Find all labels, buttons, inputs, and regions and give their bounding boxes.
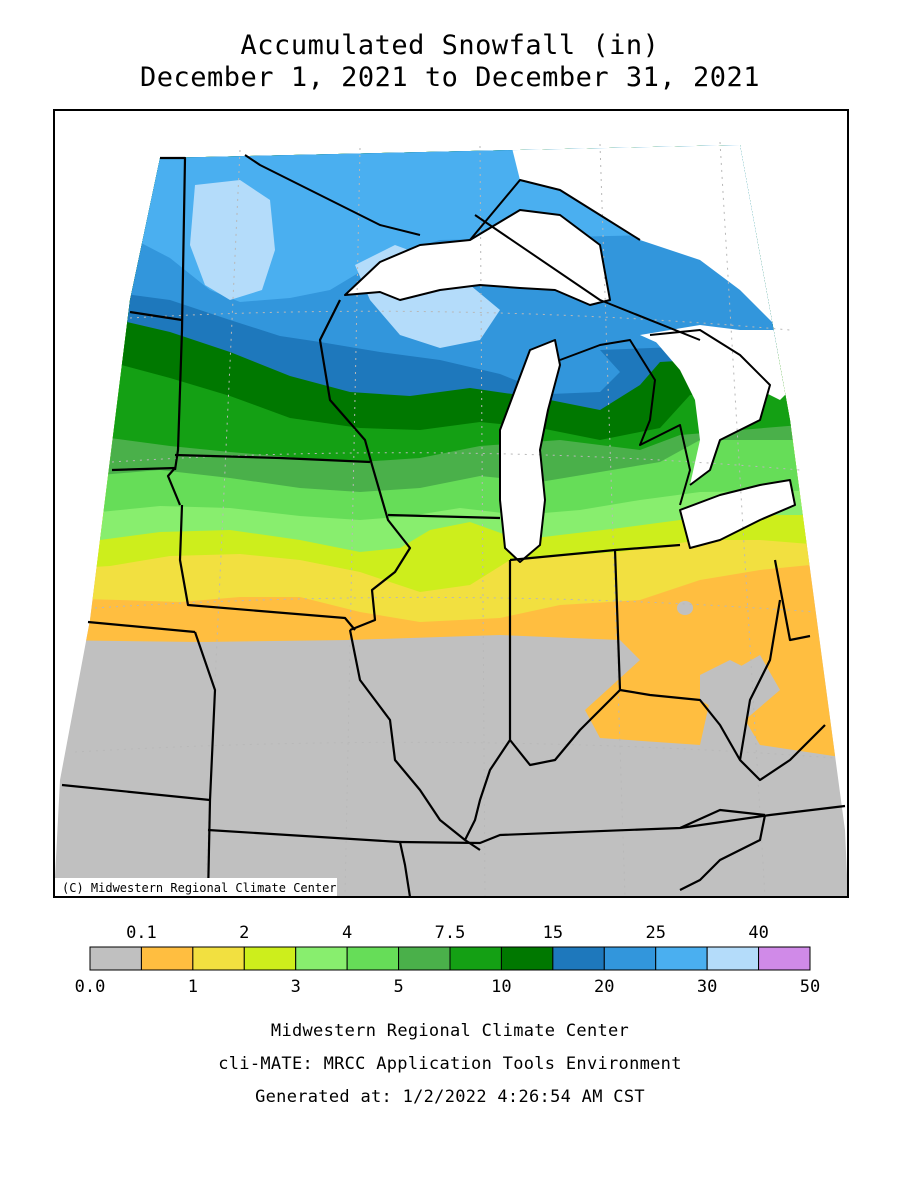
legend-upper-label: 15	[543, 923, 563, 943]
shorelines	[244, 154, 796, 563]
legend-lower-label: 0.0	[75, 977, 106, 997]
copyright-box	[55, 878, 337, 896]
lake-huron-shore	[649, 329, 771, 486]
legend-upper-label: 2	[239, 923, 249, 943]
map-frame	[53, 109, 849, 898]
wi-il-border	[387, 513, 501, 520]
legend-swatch	[140, 946, 194, 971]
legend-swatch	[346, 946, 400, 971]
lake-superior	[345, 210, 610, 305]
ks-ok-border	[61, 783, 211, 802]
oh-wv-border	[738, 599, 782, 761]
legend-swatch	[449, 946, 502, 971]
legend-swatch	[758, 946, 811, 971]
michigan-lp-shore	[559, 339, 691, 506]
canada-us-line	[474, 214, 701, 341]
copyright-text: (C) Midwestern Regional Climate Center	[62, 881, 337, 895]
legend-swatch	[603, 946, 657, 971]
oh-pa-border	[773, 559, 811, 642]
zone-30-40-mn	[190, 180, 275, 300]
lake-michigan-shore	[499, 339, 561, 563]
legend-swatch	[655, 946, 708, 971]
legend-upper-label: 7.5	[435, 923, 466, 943]
tn-border	[399, 804, 846, 845]
footer-org: Midwestern Regional Climate Center	[270, 1021, 630, 1041]
state-boundaries	[61, 156, 846, 898]
lake-michigan	[500, 340, 560, 562]
legend-upper-label: 25	[645, 923, 665, 943]
legend-swatch	[243, 946, 297, 971]
mn-ia-border	[174, 453, 371, 464]
mo-ar-border	[207, 828, 412, 898]
ontario-land	[640, 325, 800, 400]
legend-swatch	[89, 946, 142, 971]
legend-swatch	[500, 946, 554, 971]
legend-lower-label: 3	[291, 977, 301, 997]
map-title: Accumulated Snowfall (in)	[240, 30, 660, 61]
lake-erie	[680, 480, 795, 548]
mn-canada-border	[244, 154, 421, 236]
map-date-range: December 1, 2021 to December 31, 2021	[140, 62, 760, 93]
legend: 0.1 2 4 7.5 15 25 40 0.0 1 3 5 10 20 30 50	[75, 923, 821, 997]
legend-lower-label: 1	[188, 977, 198, 997]
nd-sd-border	[129, 310, 183, 322]
snowfall-shading	[54, 145, 848, 897]
ky-va-border	[679, 808, 766, 830]
legend-lower-label: 20	[594, 977, 614, 997]
legend-swatch	[295, 946, 348, 971]
canada-shore	[469, 179, 641, 241]
il-mo-border	[348, 629, 481, 851]
footer-tool: cli-MATE: MRCC Application Tools Environ…	[218, 1054, 682, 1074]
ia-mo-border	[178, 504, 356, 631]
lake-erie-shore	[679, 479, 796, 549]
lake-superior-shore	[344, 209, 611, 306]
in-oh-mi-border	[614, 543, 681, 552]
legend-swatch	[192, 946, 245, 971]
legend-lower-label: 10	[491, 977, 511, 997]
mn-wi-ia-border	[318, 299, 412, 632]
legend-upper-label: 0.1	[126, 923, 157, 943]
footer-generated: Generated at: 1/2/2022 4:26:54 AM CST	[255, 1087, 645, 1107]
legend-upper-label: 40	[748, 923, 768, 943]
legend-lower-label: 5	[393, 977, 403, 997]
zone-wv-enclave	[700, 660, 750, 712]
nd-mn-border	[160, 156, 187, 471]
legend-upper-label: 4	[342, 923, 352, 943]
sd-ne-border	[111, 466, 182, 506]
legend-swatch	[398, 946, 451, 971]
canada-land	[500, 145, 800, 330]
ks-mo-border	[193, 631, 217, 801]
legend-lower-label: 30	[697, 977, 717, 997]
legend-lower-label: 50	[800, 977, 820, 997]
il-in-border	[464, 560, 512, 841]
zone-ohio-enclave	[677, 601, 693, 615]
legend-swatch	[706, 946, 760, 971]
in-oh-ky-border	[509, 548, 622, 767]
va-tn-border	[679, 814, 767, 891]
ne-ks-border	[87, 620, 196, 634]
legend-swatch	[552, 946, 605, 971]
